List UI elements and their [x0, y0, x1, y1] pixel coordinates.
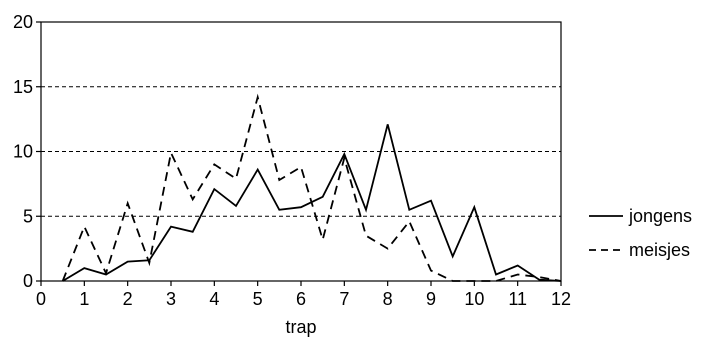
x-tick-label: 11 — [508, 289, 527, 309]
series-line-meisjes — [61, 93, 562, 282]
x-tick-label: 12 — [551, 289, 571, 309]
x-tick-label: 6 — [296, 289, 306, 309]
x-tick-label: 2 — [123, 289, 133, 309]
grid-lines — [41, 86, 561, 217]
series-lines — [61, 93, 562, 282]
y-tick-label: 15 — [13, 77, 33, 97]
y-tick-label: 0 — [23, 271, 33, 291]
x-tick-label: 10 — [464, 289, 484, 309]
x-tick-label: 5 — [253, 289, 263, 309]
x-tick-label: 0 — [36, 289, 46, 309]
y-tick-label: 20 — [13, 12, 33, 32]
x-tick-label: 8 — [383, 289, 393, 309]
legend: jongens meisjes — [589, 206, 692, 260]
legend-label-jongens: jongens — [628, 206, 692, 226]
x-tick-label: 4 — [209, 289, 219, 309]
x-tick-label: 7 — [339, 289, 349, 309]
y-tick-label: 5 — [23, 206, 33, 226]
x-tick-label: 9 — [426, 289, 436, 309]
x-tick-label: 1 — [79, 289, 89, 309]
x-tick-label: 3 — [166, 289, 176, 309]
legend-label-meisjes: meisjes — [629, 240, 690, 260]
x-axis-title: trap — [285, 317, 316, 337]
y-tick-label: 10 — [13, 142, 33, 162]
